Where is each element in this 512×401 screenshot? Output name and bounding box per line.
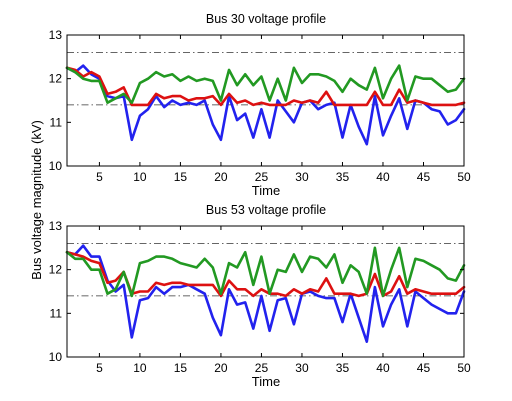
chart-1: Bus 30 voltage profile 10 11 12 13 5 10 15 20 2… bbox=[49, 12, 471, 198]
x-tick-label: 50 bbox=[457, 170, 471, 184]
x-tick-label: 5 bbox=[96, 170, 103, 184]
y-tick-label: 10 bbox=[49, 159, 63, 173]
series-line-3 bbox=[65, 64, 466, 104]
x-tick-label: 40 bbox=[376, 361, 390, 375]
chart-2-y-ticks: 10 11 12 13 bbox=[49, 219, 464, 364]
series-line-1 bbox=[65, 64, 466, 146]
series-line-3 bbox=[65, 246, 466, 298]
x-tick-label: 10 bbox=[133, 170, 147, 184]
chart-1-x-ticks: 5 10 15 20 25 30 35 40 45 50 bbox=[96, 35, 471, 184]
x-tick-label: 45 bbox=[417, 170, 431, 184]
y-tick-label: 13 bbox=[49, 219, 63, 233]
chart-2-x-ticks: 5 10 15 20 25 30 35 40 45 50 bbox=[96, 226, 471, 375]
chart-1-title: Bus 30 voltage profile bbox=[206, 12, 326, 26]
y-tick-label: 13 bbox=[49, 28, 63, 42]
x-tick-label: 15 bbox=[174, 170, 188, 184]
chart-2-x-axis-label: Time bbox=[252, 374, 280, 389]
chart-1-lines bbox=[65, 64, 466, 146]
x-tick-label: 50 bbox=[457, 361, 471, 375]
x-tick-label: 35 bbox=[336, 170, 350, 184]
x-tick-label: 25 bbox=[255, 361, 269, 375]
chart-1-x-axis-label: Time bbox=[252, 183, 280, 198]
chart-2-title: Bus 53 voltage profile bbox=[206, 203, 326, 217]
y-axis-label: Bus voltage magnitude (kV) bbox=[29, 120, 44, 280]
chart-1-plot-frame bbox=[66, 34, 465, 167]
y-tick-label: 11 bbox=[50, 115, 63, 129]
x-tick-label: 45 bbox=[417, 361, 431, 375]
y-tick-label: 11 bbox=[50, 306, 63, 320]
series-line-1 bbox=[65, 244, 466, 344]
x-tick-label: 40 bbox=[376, 170, 390, 184]
x-tick-label: 20 bbox=[214, 170, 228, 184]
y-tick-label: 12 bbox=[49, 72, 63, 86]
x-tick-label: 30 bbox=[295, 361, 309, 375]
x-tick-label: 35 bbox=[336, 361, 350, 375]
x-tick-label: 10 bbox=[133, 361, 147, 375]
x-tick-label: 25 bbox=[255, 170, 269, 184]
chart-2-plot-frame bbox=[66, 225, 465, 358]
chart-2: Bus 53 voltage profile 10 11 12 13 5 10 15 20 2… bbox=[49, 203, 471, 389]
series-line-2 bbox=[65, 66, 466, 107]
x-tick-label: 5 bbox=[96, 361, 103, 375]
y-tick-label: 10 bbox=[49, 350, 63, 364]
x-tick-label: 15 bbox=[174, 361, 188, 375]
x-tick-label: 20 bbox=[214, 361, 228, 375]
x-tick-label: 30 bbox=[295, 170, 309, 184]
chart-2-lines bbox=[65, 244, 466, 344]
chart-1-y-ticks: 10 11 12 13 bbox=[49, 28, 464, 173]
y-tick-label: 12 bbox=[49, 263, 63, 277]
chart-2-reflines bbox=[67, 243, 464, 297]
